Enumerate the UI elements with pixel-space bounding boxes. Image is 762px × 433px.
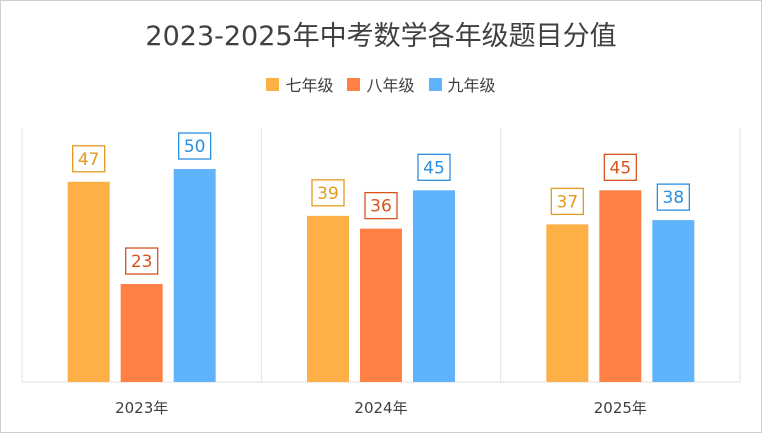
- bar-0-1: [307, 215, 349, 382]
- legend-label-series-0: 七年级: [285, 76, 334, 95]
- legend: 七年级 八年级 九年级: [0, 72, 762, 96]
- data-label-box-0-1: [311, 179, 345, 207]
- data-label-1-2: 45: [610, 158, 632, 178]
- legend-swatch-series-2: [428, 77, 442, 91]
- data-label-0-0: 47: [78, 150, 100, 170]
- bar-1-2: [599, 190, 642, 382]
- data-label-0-1: 39: [317, 184, 339, 204]
- legend-label-series-2: 九年级: [447, 76, 496, 95]
- data-label-box-1-1: [364, 191, 398, 220]
- legend-swatch-series-1: [347, 77, 361, 91]
- data-label-box-1-0: [125, 247, 159, 275]
- legend-item-series-0: 七年级: [266, 72, 333, 96]
- x-tick-label-2: 2025年: [594, 399, 647, 417]
- chart-title: 2023-2025年中考数学各年级题目分值: [145, 21, 617, 52]
- data-label-box-2-2: [656, 183, 690, 211]
- x-tick-label-1: 2024年: [354, 399, 407, 417]
- data-label-box-0-2: [550, 187, 584, 216]
- bar-2-2: [652, 220, 695, 382]
- data-label-box-2-0: [178, 132, 212, 160]
- bar-1-1: [360, 228, 402, 382]
- legend-label-series-1: 八年级: [366, 76, 415, 95]
- bar-0-0: [67, 181, 110, 382]
- data-label-box-0-0: [72, 145, 106, 173]
- legend-item-series-1: 八年级: [347, 72, 415, 96]
- bar-1-0: [120, 284, 163, 382]
- data-label-2-2: 38: [663, 188, 685, 208]
- x-tick-label-0: 2023年: [115, 399, 168, 417]
- bar-0-2: [546, 224, 589, 382]
- bar-2-0: [173, 169, 216, 382]
- legend-swatch-series-0: [266, 77, 280, 91]
- bar-2-1: [413, 190, 455, 382]
- data-label-2-0: 50: [184, 137, 206, 157]
- data-label-1-0: 23: [131, 252, 153, 272]
- data-label-2-1: 45: [423, 158, 445, 178]
- data-label-1-1: 36: [370, 197, 392, 217]
- legend-item-series-2: 九年级: [428, 72, 496, 96]
- data-label-box-1-2: [603, 153, 637, 181]
- data-label-box-2-1: [417, 153, 451, 181]
- data-label-0-2: 37: [557, 192, 579, 212]
